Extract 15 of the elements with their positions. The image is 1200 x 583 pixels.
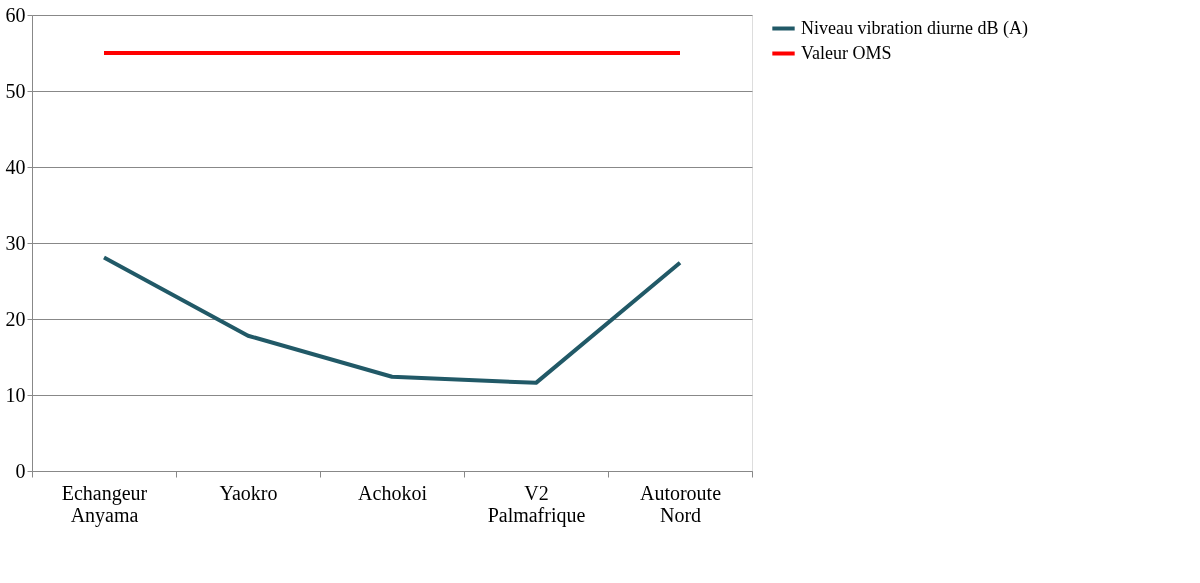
y-tick-label: 40 — [5, 155, 26, 178]
y-tick-label: 20 — [5, 307, 26, 330]
y-tick-label: 0 — [15, 459, 26, 482]
legend-label: Valeur OMS — [801, 42, 892, 63]
x-tick-label: Yaokro — [219, 481, 278, 504]
y-tick-label: 50 — [5, 79, 26, 102]
line-series — [102, 255, 682, 385]
x-tick-label: V2 Palmafrique — [487, 481, 586, 527]
legend-label: Niveau vibration diurne dB (A) — [801, 17, 1028, 39]
y-tick-label: 60 — [5, 3, 26, 26]
x-tick-label: Achokoi — [358, 481, 428, 504]
x-tick-label: Autoroute Nord — [639, 481, 722, 526]
y-tick-label: 30 — [5, 231, 26, 254]
y-tick-label: 10 — [5, 383, 26, 406]
x-tick-label: Echangeur Anyama — [61, 481, 148, 527]
